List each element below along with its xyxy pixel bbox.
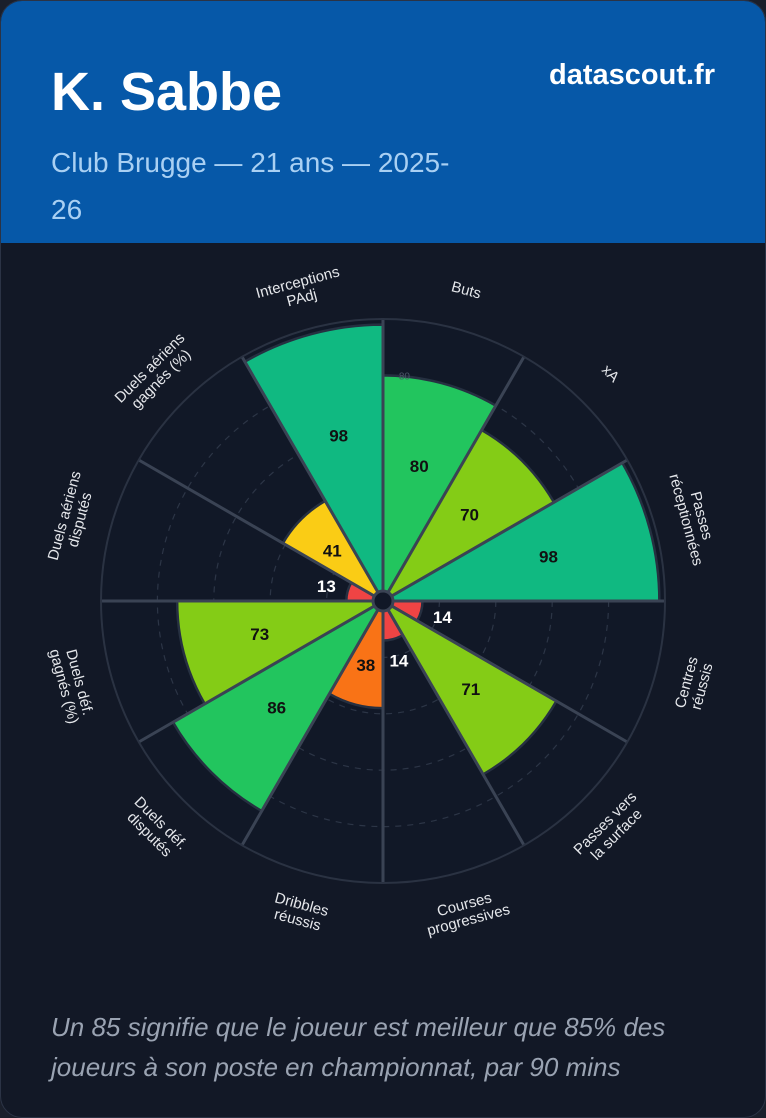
- bar-2: [379, 428, 556, 605]
- value-label-6: 14: [389, 651, 408, 670]
- percentile-radial-chart: 80 80 70 98 14 71 14 38 86 73 13 41 98 Buts xA Passesré…: [45, 263, 721, 940]
- value-label-5: 71: [461, 680, 480, 699]
- bar-1: [381, 374, 498, 606]
- brand-logo: datascout.fr: [549, 59, 715, 91]
- footnote: Un 85 signifie que le joueur est meilleu…: [51, 1012, 666, 1082]
- value-label-10: 13: [317, 577, 336, 596]
- bar-8: [171, 597, 387, 813]
- bar-9: [175, 599, 388, 706]
- category-label-12: InterceptionsPAdj: [254, 263, 346, 317]
- spoke: [381, 356, 526, 602]
- center-hub: [371, 589, 395, 613]
- value-label-2: 70: [460, 505, 479, 524]
- category-label-8: Duels déf.disputés: [119, 793, 190, 864]
- category-label-10: Duels aériensdisputés: [45, 469, 101, 566]
- spoke: [381, 600, 526, 846]
- spoke: [382, 599, 628, 744]
- spoke: [138, 458, 384, 603]
- tick-label: 80: [399, 372, 411, 383]
- bar-5: [379, 597, 559, 777]
- category-label-6: Coursesprogressives: [421, 886, 512, 940]
- bar-12: [243, 323, 385, 606]
- category-label-7: Dribblesréussis: [269, 889, 331, 935]
- value-label-4: 14: [433, 608, 452, 627]
- player-subtitle: Club Brugge — 21 ans — 2025-26: [51, 147, 450, 225]
- category-label-3: Passesréceptionnées: [665, 468, 721, 568]
- spoke: [240, 356, 385, 602]
- chart-border: [100, 318, 666, 884]
- value-label-7: 38: [356, 656, 375, 675]
- value-label-1: 80: [410, 457, 429, 476]
- card-header: K. Sabbe Club Brugge — 21 ans — 2025-26 …: [1, 1, 765, 243]
- player-name: K. Sabbe: [51, 62, 283, 122]
- spoke: [240, 600, 385, 846]
- value-label-9: 73: [250, 625, 269, 644]
- category-label-1: Buts: [450, 278, 483, 302]
- value-label-11: 41: [323, 541, 342, 560]
- value-label-8: 86: [267, 698, 286, 717]
- category-label-9: Duels déf.gagnés (%): [46, 643, 98, 726]
- category-label-2: xA: [598, 361, 622, 385]
- category-label-4: Centresréussis: [672, 655, 717, 714]
- value-label-3: 98: [539, 548, 558, 567]
- bar-3: [378, 461, 661, 603]
- value-label-12: 98: [329, 426, 348, 445]
- spoke: [138, 599, 384, 744]
- spoke: [382, 458, 628, 603]
